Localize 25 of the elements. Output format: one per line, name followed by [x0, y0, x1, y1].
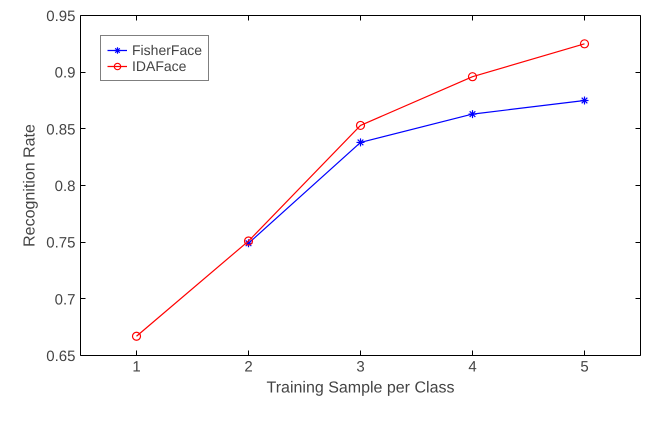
y-tick-label: 0.65 [46, 348, 76, 365]
y-tick-label: 0.95 [46, 8, 76, 25]
legend-label: FisherFace [132, 42, 202, 58]
point [244, 238, 254, 248]
point [468, 110, 478, 119]
point [468, 72, 478, 82]
x-tick-label: 3 [356, 358, 365, 376]
point [356, 138, 366, 148]
x-tick-label: 1 [132, 358, 141, 376]
y-tick-label: 0.9 [54, 64, 76, 82]
x-tick-label: 5 [580, 358, 589, 376]
y-axis-title: Recognition Rate [21, 124, 38, 247]
y-tick-label: 0.75 [46, 234, 76, 252]
x-tick-label: 4 [468, 358, 477, 376]
y-tick-label: 0.8 [54, 178, 76, 195]
x-tick-label: 2 [244, 358, 253, 376]
y-tick-label: 0.7 [54, 291, 76, 308]
point [580, 39, 590, 48]
x-axis-title: Training Sample per Class [266, 380, 454, 396]
y-tick-label: 0.85 [46, 121, 76, 138]
point [132, 332, 142, 341]
legend-label: IDAFace [132, 58, 186, 74]
point [356, 120, 366, 130]
point [580, 96, 590, 106]
point [244, 236, 254, 246]
